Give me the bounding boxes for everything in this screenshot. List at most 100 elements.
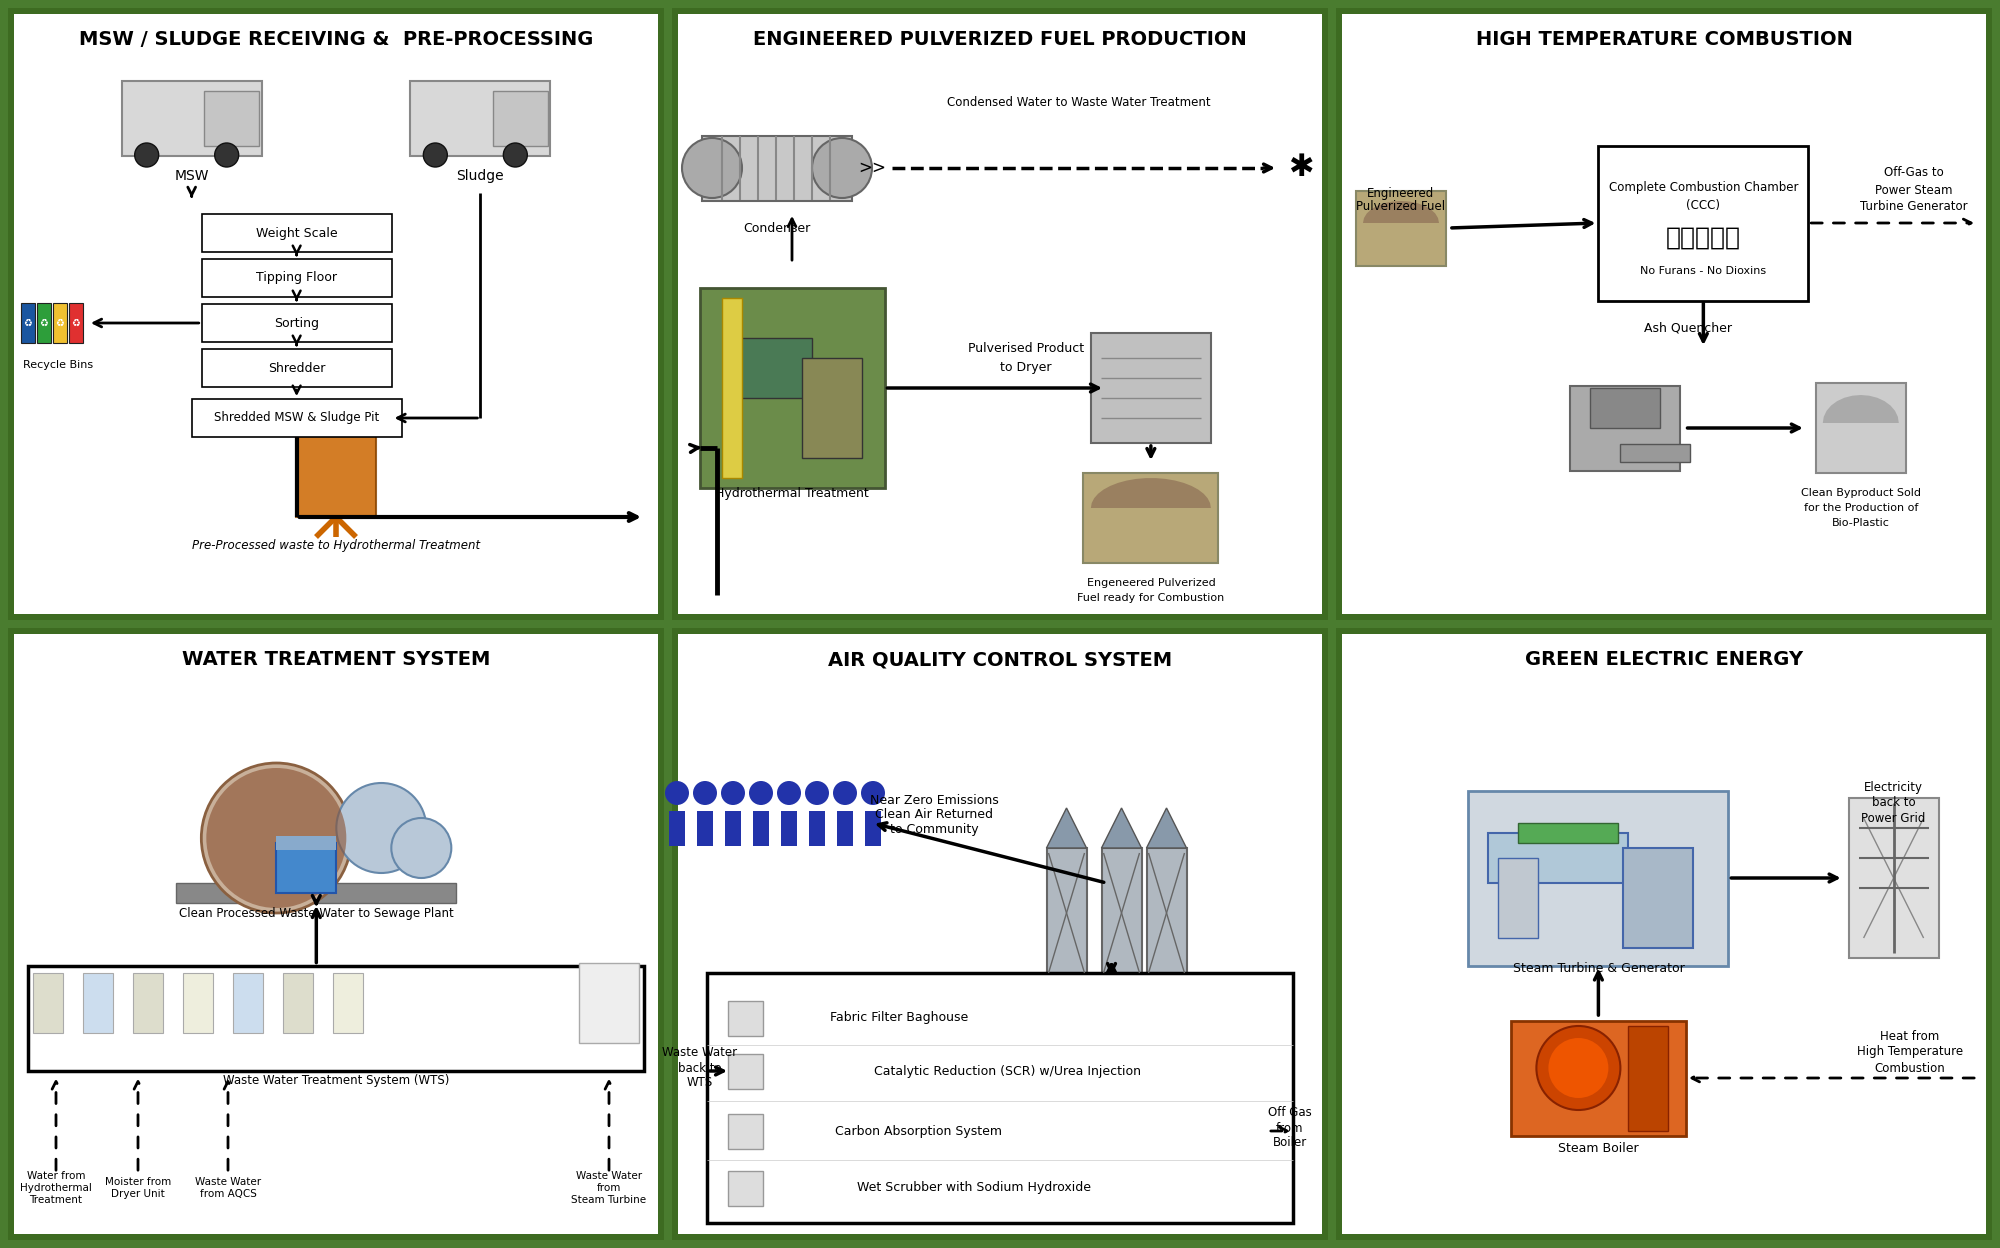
Text: Clean Byproduct Sold: Clean Byproduct Sold [1800,488,1920,498]
Circle shape [812,139,872,198]
Bar [20,303,36,343]
Bar [1468,790,1728,966]
Bar [668,810,684,845]
Text: Water from
Hydrothermal
Treatment: Water from Hydrothermal Treatment [20,1172,92,1204]
Polygon shape [1102,807,1142,847]
Text: Pulverized Fuel: Pulverized Fuel [1356,200,1446,212]
Circle shape [776,781,800,805]
Text: Steam Boiler: Steam Boiler [1558,1142,1638,1154]
Bar [132,973,164,1033]
Bar [276,836,336,850]
Text: Near Zero Emissions: Near Zero Emissions [870,794,998,806]
Bar [36,303,52,343]
Bar [192,399,402,437]
Text: Waste Water Treatment System (WTS): Waste Water Treatment System (WTS) [222,1075,450,1087]
Text: 🔥🔥🔥🔥🔥: 🔥🔥🔥🔥🔥 [1666,226,1740,250]
Text: ♻: ♻ [56,318,64,328]
Text: Clean Processed Waste Water to Sewage Plant: Clean Processed Waste Water to Sewage Pl… [178,906,454,920]
Bar [14,14,658,614]
Bar [8,628,664,1241]
Bar [1816,383,1906,473]
Circle shape [504,144,528,167]
Bar [204,91,260,146]
Text: GREEN ELECTRIC ENERGY: GREEN ELECTRIC ENERGY [1524,650,1804,669]
Text: Weight Scale: Weight Scale [256,226,338,240]
Text: (CCC): (CCC) [1686,198,1720,211]
Text: No Furans - No Dioxins: No Furans - No Dioxins [1640,266,1766,276]
Text: Catalytic Reduction (SCR) w/Urea Injection: Catalytic Reduction (SCR) w/Urea Injecti… [874,1065,1142,1077]
Text: Pre-Processed waste to Hydrothermal Treatment: Pre-Processed waste to Hydrothermal Trea… [192,538,480,552]
Circle shape [214,144,238,167]
Text: Tipping Floor: Tipping Floor [256,272,338,285]
Circle shape [1548,1038,1608,1098]
Text: Shredder: Shredder [268,362,326,374]
Text: from: from [1276,1122,1304,1134]
Text: >>: >> [858,158,886,177]
Bar [802,358,862,458]
Text: Clean Air Returned: Clean Air Returned [876,809,994,821]
Bar [672,628,1328,1241]
Bar [728,1053,762,1088]
Bar [728,1171,762,1206]
Text: Steam Turbine & Generator: Steam Turbine & Generator [1512,961,1684,975]
Polygon shape [1146,807,1186,847]
Bar [732,338,812,398]
Text: ♻: ♻ [72,318,80,328]
Text: Power Grid: Power Grid [1862,811,1926,825]
Bar [122,81,262,156]
Text: ♻: ♻ [24,318,32,328]
Bar [836,810,852,845]
Circle shape [206,768,346,909]
Bar [1342,14,1986,614]
Text: to Community: to Community [890,824,978,836]
Text: Turbine Generator: Turbine Generator [1860,201,1968,213]
Text: Complete Combustion Chamber: Complete Combustion Chamber [1608,181,1798,195]
Circle shape [336,782,426,874]
Bar [1336,7,1992,620]
Bar [68,303,84,343]
Text: AIR QUALITY CONTROL SYSTEM: AIR QUALITY CONTROL SYSTEM [828,650,1172,669]
Bar [410,81,550,156]
Text: Shredded MSW & Sludge Pit: Shredded MSW & Sludge Pit [214,412,380,424]
Text: Sludge: Sludge [456,168,504,183]
Circle shape [860,781,884,805]
Bar [1518,822,1618,842]
Bar [202,305,392,342]
Bar [184,973,212,1033]
Bar [678,14,1322,614]
Text: Bio-Plastic: Bio-Plastic [1832,518,1890,528]
Bar [1046,847,1086,978]
Bar [1590,388,1660,428]
Bar [698,810,712,845]
Text: Waste Water: Waste Water [662,1047,738,1060]
Bar [1848,797,1938,958]
Text: Sorting: Sorting [274,317,320,329]
Text: WATER TREATMENT SYSTEM: WATER TREATMENT SYSTEM [182,650,490,669]
Text: Condensed Water to Waste Water Treatment: Condensed Water to Waste Water Treatment [946,96,1210,110]
Text: Engineered: Engineered [1368,186,1434,200]
Bar [284,973,312,1033]
Bar [52,303,68,343]
Text: ✱: ✱ [1288,154,1314,182]
Text: Waste Water
from AQCS: Waste Water from AQCS [194,1177,262,1199]
Bar [176,884,456,904]
Circle shape [832,781,856,805]
Bar [708,973,1292,1223]
Circle shape [694,781,716,805]
Bar [722,298,742,478]
Bar [1498,859,1538,938]
Bar [1624,847,1694,948]
Bar [808,810,826,845]
Bar [202,260,392,297]
Bar [1620,444,1690,462]
Polygon shape [1822,396,1898,423]
Text: for the Production of: for the Production of [1804,503,1918,513]
Circle shape [424,144,448,167]
Polygon shape [1046,807,1086,847]
Bar [702,136,852,201]
Circle shape [202,763,352,914]
Text: Pulverised Product: Pulverised Product [968,342,1084,354]
Bar [84,973,112,1033]
Text: MSW: MSW [174,168,208,183]
Bar [580,963,640,1043]
